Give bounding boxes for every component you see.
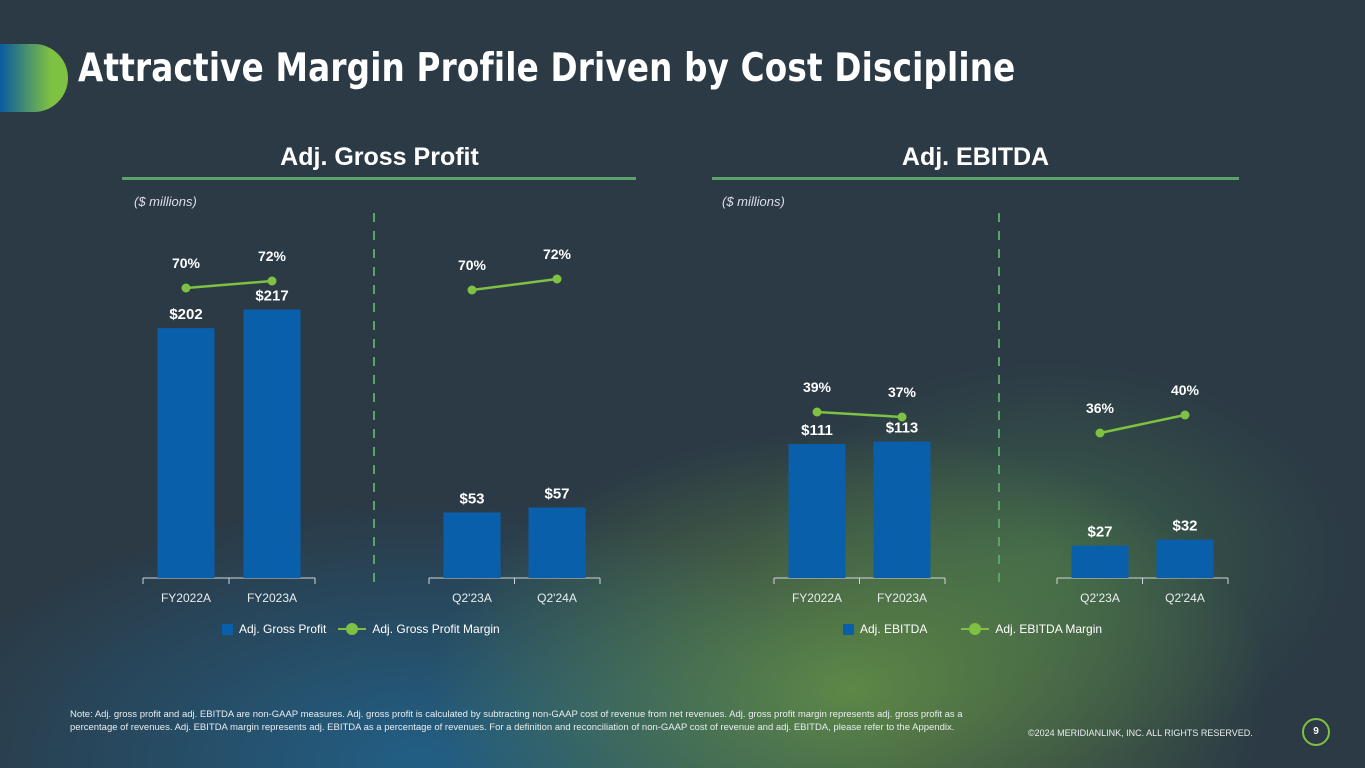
bar-value-label: $57 — [544, 485, 569, 502]
unit-label: ($ millions) — [134, 194, 197, 209]
margin-line — [816, 410, 903, 419]
margin-point — [897, 412, 907, 422]
margin-point — [467, 285, 477, 295]
margin-label: 40% — [1171, 382, 1200, 398]
margin-point — [812, 407, 822, 417]
legend-label: Adj. EBITDA Margin — [995, 622, 1103, 636]
x-tick-label: Q2'24A — [1165, 591, 1205, 605]
legend-bar-swatch — [843, 623, 854, 635]
bar — [1156, 539, 1214, 578]
x-tick-label: FY2023A — [877, 591, 927, 605]
bar-value-label: $217 — [255, 288, 288, 305]
x-tick-label: Q2'24A — [537, 591, 577, 605]
margin-label: 70% — [458, 257, 487, 273]
margin-point — [181, 283, 191, 293]
bar — [243, 309, 301, 578]
margin-point — [267, 276, 277, 286]
legend-label: Adj. Gross Profit Margin — [372, 622, 500, 636]
margin-line — [471, 277, 558, 292]
bar-value-label: $111 — [801, 422, 833, 439]
bar — [157, 328, 215, 578]
section-rule — [712, 177, 1239, 180]
legend-line-marker — [338, 623, 367, 635]
bar — [788, 444, 846, 578]
legend-line-marker — [961, 623, 990, 635]
legend-label: Adj. EBITDA — [860, 622, 928, 636]
bar-value-label: $27 — [1087, 524, 1112, 541]
margin-label: 72% — [543, 246, 572, 262]
section-title-gross-profit: Adj. Gross Profit — [280, 143, 479, 171]
bar — [873, 441, 931, 578]
x-tick-label: FY2022A — [161, 591, 211, 605]
x-tick-label: Q2'23A — [1080, 591, 1120, 605]
legend-bar-swatch — [222, 623, 233, 635]
title-accent-tab — [0, 44, 68, 112]
bar-value-label: $202 — [169, 306, 202, 323]
bar-value-label: $113 — [886, 420, 919, 437]
page-number: 9 — [1302, 718, 1330, 746]
legend-label: Adj. Gross Profit — [239, 622, 327, 636]
bar-value-label: $53 — [459, 490, 484, 507]
margin-point — [552, 274, 562, 284]
x-tick-label: FY2023A — [247, 591, 297, 605]
margin-line — [185, 279, 273, 290]
margin-label: 36% — [1086, 400, 1115, 416]
margin-label: 72% — [258, 248, 287, 264]
bar — [528, 507, 586, 578]
bar — [1071, 545, 1129, 578]
margin-label: 70% — [172, 255, 201, 271]
margin-point — [1095, 428, 1105, 438]
margin-line — [1099, 413, 1186, 435]
bar-value-label: $32 — [1172, 518, 1197, 535]
page-title: Attractive Margin Profile Driven by Cost… — [78, 46, 1016, 91]
legend-ebitda: Adj. EBITDA Adj. EBITDA Margin — [843, 622, 1102, 636]
legend-gross-profit: Adj. Gross Profit Adj. Gross Profit Marg… — [222, 622, 500, 636]
copyright: ©2024 MERIDIANLINK, INC. ALL RIGHTS RESE… — [1028, 728, 1253, 738]
margin-label: 37% — [888, 384, 917, 400]
section-title-ebitda: Adj. EBITDA — [901, 143, 1050, 171]
footnote: Note: Adj. gross profit and adj. EBITDA … — [70, 709, 963, 733]
unit-label: ($ millions) — [722, 194, 785, 209]
x-tick-label: Q2'23A — [452, 591, 492, 605]
bar — [443, 512, 501, 578]
section-rule — [122, 177, 636, 180]
margin-label: 39% — [803, 379, 832, 395]
x-tick-label: FY2022A — [792, 591, 842, 605]
margin-point — [1180, 410, 1190, 420]
